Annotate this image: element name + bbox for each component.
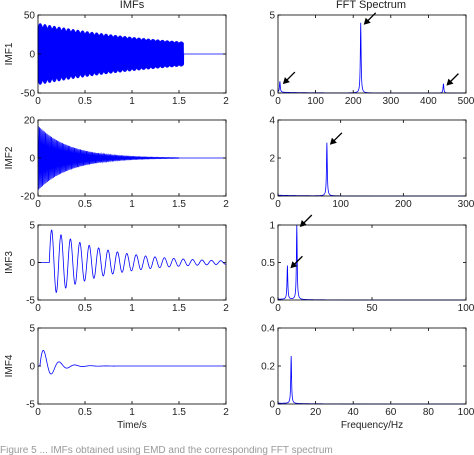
x-tick-label-imf2-time-4: 2 bbox=[223, 199, 229, 210]
y-tick-label-imf2-time-0: 20 bbox=[24, 116, 36, 127]
x-tick-label-imf4-time-0: 0 bbox=[35, 407, 41, 418]
x-tick-label-imf1-time-0: 0 bbox=[35, 96, 41, 107]
axes-frame-imf3-time bbox=[37, 224, 227, 301]
series-line-imf4-time bbox=[38, 350, 226, 375]
x-tick-label-imf1-time-1: 0.5 bbox=[78, 96, 92, 107]
axes-frame-imf2-fft bbox=[277, 119, 467, 197]
axes-frame-imf1-fft bbox=[277, 14, 467, 94]
x-tick-label-imf4-time-3: 1.5 bbox=[172, 407, 186, 418]
y-tick-label-imf2-fft-2: 0 bbox=[269, 192, 275, 203]
panel-imf2-fft: 0 100 200 300 4 2 0 bbox=[269, 116, 474, 211]
x-tick-label-imf3-fft-0: 0 bbox=[275, 303, 281, 314]
y-axis-label-imf4-time: IMF4 bbox=[4, 354, 15, 377]
series-line-imf1-fft bbox=[277, 22, 466, 94]
x-tick-label-imf4-fft-2: 40 bbox=[348, 407, 360, 418]
x-tick-label-imf2-fft-0: 0 bbox=[275, 199, 281, 210]
y-tick-label-imf2-time-2: -20 bbox=[21, 192, 36, 203]
x-tick-label-imf3-fft-2: 100 bbox=[458, 303, 474, 314]
y-tick-label-imf1-time-0: 50 bbox=[24, 11, 36, 22]
y-tick-label-imf1-time-2: -50 bbox=[21, 89, 36, 100]
series-line-imf4-fft bbox=[277, 356, 466, 405]
x-tick-label-imf1-fft-5: 500 bbox=[458, 96, 474, 107]
y-tick-label-imf2-fft-1: 2 bbox=[269, 154, 275, 165]
axes-frame-imf4-fft bbox=[277, 327, 467, 405]
x-tick-label-imf1-fft-2: 200 bbox=[345, 96, 362, 107]
x-tick-label-imf4-fft-0: 0 bbox=[275, 407, 281, 418]
y-tick-label-imf4-fft-1: 0.2 bbox=[261, 362, 275, 373]
column-title-fft: FFT Spectrum bbox=[336, 0, 406, 11]
x-axis-label-imf4-fft: Frequency/Hz bbox=[341, 420, 403, 431]
y-tick-label-imf4-time-1: 0 bbox=[29, 362, 35, 373]
peak-arrow-imf1-fft-1 bbox=[363, 12, 377, 25]
series-line-imf3-time bbox=[38, 229, 227, 293]
peak-arrow-imf3-fft-1 bbox=[299, 214, 313, 227]
series-line-imf1-time bbox=[37, 23, 226, 85]
x-tick-label-imf3-time-3: 1.5 bbox=[172, 303, 186, 314]
y-tick-label-imf3-fft-0: 1 bbox=[269, 221, 275, 232]
panel-imf3-fft: 0 50 100 1 0.5 0 bbox=[261, 214, 474, 314]
column-title-imfs: IMFs bbox=[120, 0, 145, 11]
series-line-imf2-fft bbox=[278, 142, 466, 197]
y-tick-label-imf2-time-1: 0 bbox=[29, 154, 35, 165]
peak-arrow-imf1-fft-2 bbox=[446, 73, 459, 86]
x-tick-label-imf2-time-3: 1.5 bbox=[172, 199, 186, 210]
x-tick-label-imf2-fft-1: 100 bbox=[332, 199, 349, 210]
y-tick-label-imf1-fft-1: 0 bbox=[269, 89, 275, 100]
y-tick-label-imf3-time-0: 5 bbox=[29, 221, 35, 232]
x-tick-label-imf3-time-4: 2 bbox=[223, 303, 229, 314]
y-tick-label-imf4-time-2: -5 bbox=[26, 400, 35, 411]
panel-imf4-fft: 0 20 40 60 80 100 0.4 0.2 0 Frequency/Hz bbox=[261, 324, 474, 432]
series-line-imf2-time bbox=[37, 126, 226, 190]
x-tick-label-imf3-time-2: 1 bbox=[129, 303, 135, 314]
x-tick-label-imf4-fft-3: 60 bbox=[385, 407, 397, 418]
panel-imf1-fft: 0 100 200 300 400 500 5 0 bbox=[269, 11, 474, 108]
x-tick-label-imf2-time-0: 0 bbox=[35, 199, 41, 210]
y-tick-label-imf4-fft-0: 0.4 bbox=[261, 324, 275, 335]
x-tick-label-imf1-fft-4: 400 bbox=[420, 96, 437, 107]
x-tick-label-imf4-time-1: 0.5 bbox=[78, 407, 92, 418]
y-tick-label-imf4-time-0: 5 bbox=[29, 324, 35, 335]
y-tick-label-imf3-fft-1: 0.5 bbox=[261, 258, 275, 269]
x-tick-label-imf3-fft-1: 50 bbox=[366, 303, 378, 314]
x-tick-label-imf4-fft-4: 80 bbox=[423, 407, 435, 418]
x-tick-label-imf4-time-4: 2 bbox=[223, 407, 229, 418]
y-axis-label-imf2-time: IMF2 bbox=[4, 146, 15, 169]
peak-arrow-imf2-fft-0 bbox=[329, 132, 343, 145]
x-tick-label-imf1-time-3: 1.5 bbox=[172, 96, 186, 107]
x-tick-label-imf3-time-1: 0.5 bbox=[78, 303, 92, 314]
peak-arrow-imf3-fft-0 bbox=[290, 255, 303, 269]
y-axis-label-imf1-time: IMF1 bbox=[4, 42, 15, 65]
x-tick-label-imf1-fft-3: 300 bbox=[382, 96, 399, 107]
x-tick-label-imf4-fft-5: 100 bbox=[458, 407, 474, 418]
y-tick-label-imf1-time-1: 0 bbox=[29, 50, 35, 61]
figure-caption: Figure 5 ... IMFs obtained using EMD and… bbox=[0, 446, 333, 455]
x-tick-label-imf1-time-2: 1 bbox=[129, 96, 135, 107]
y-axis-label-imf3-time: IMF3 bbox=[4, 251, 15, 274]
y-tick-label-imf2-fft-0: 4 bbox=[269, 116, 275, 127]
x-tick-label-imf2-fft-3: 300 bbox=[458, 199, 474, 210]
y-tick-label-imf3-time-1: 0 bbox=[29, 258, 35, 269]
x-tick-label-imf4-fft-1: 20 bbox=[310, 407, 322, 418]
peak-arrow-imf1-fft-0 bbox=[282, 71, 296, 85]
y-tick-label-imf4-fft-2: 0 bbox=[269, 400, 275, 411]
x-tick-label-imf2-time-1: 0.5 bbox=[78, 199, 92, 210]
series-line-imf3-fft bbox=[277, 224, 466, 301]
axes-frame-imf3-fft bbox=[277, 224, 467, 301]
x-tick-label-imf2-time-2: 1 bbox=[129, 199, 135, 210]
x-tick-label-imf4-time-2: 1 bbox=[129, 407, 135, 418]
x-axis-label-imf4-time: Time/s bbox=[117, 420, 147, 431]
x-tick-label-imf1-time-4: 2 bbox=[223, 96, 229, 107]
x-tick-label-imf1-fft-1: 100 bbox=[307, 96, 324, 107]
x-tick-label-imf1-fft-0: 0 bbox=[275, 96, 281, 107]
x-tick-label-imf2-fft-2: 200 bbox=[395, 199, 412, 210]
x-tick-label-imf3-time-0: 0 bbox=[35, 303, 41, 314]
y-tick-label-imf3-time-2: -5 bbox=[26, 296, 35, 307]
y-tick-label-imf3-fft-2: 0 bbox=[269, 296, 275, 307]
y-tick-label-imf1-fft-0: 5 bbox=[269, 11, 275, 22]
